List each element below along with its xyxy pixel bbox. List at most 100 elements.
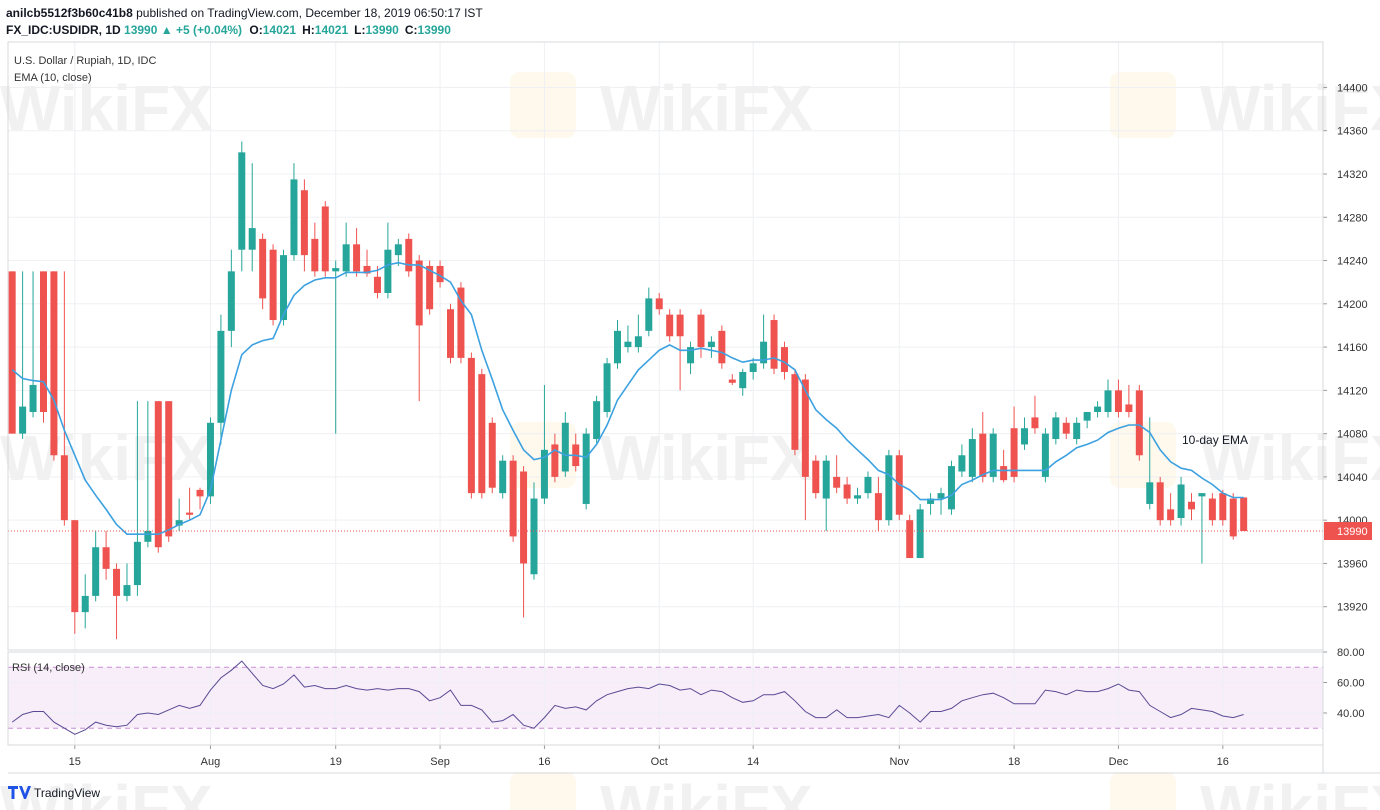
y-tick-label: 13960 xyxy=(1337,558,1368,570)
candle-body xyxy=(843,484,851,499)
change: +5 xyxy=(176,23,190,37)
rsi-tick-label: 40.00 xyxy=(1337,708,1365,720)
candle-body xyxy=(1198,493,1206,497)
candle-body xyxy=(384,249,392,293)
candle-body xyxy=(634,336,642,348)
candle-body xyxy=(342,244,350,272)
candle-body xyxy=(102,547,110,569)
candle-body xyxy=(697,314,705,348)
candle-body xyxy=(415,260,423,326)
candle-body xyxy=(676,314,684,337)
candle-body xyxy=(801,379,809,477)
candle-body xyxy=(478,374,486,494)
watermark: WikiFX xyxy=(0,772,213,810)
candle-body xyxy=(19,406,27,434)
candle-body xyxy=(1125,404,1133,412)
candle-body xyxy=(1135,390,1143,456)
rsi-tick-label: 60.00 xyxy=(1337,677,1365,689)
published: published on TradingView.com, December 1… xyxy=(136,6,483,20)
watermark-icon xyxy=(1110,422,1176,488)
candle-body xyxy=(280,255,288,321)
ohlc-label: H: xyxy=(302,23,315,37)
candle-body xyxy=(290,179,298,256)
ohlc-label: O: xyxy=(249,23,262,37)
candle-body xyxy=(885,455,893,521)
candle-body xyxy=(248,228,256,250)
candle-body xyxy=(238,152,246,250)
candle-body xyxy=(1104,390,1112,412)
x-tick-label: 16 xyxy=(538,756,550,768)
candle-body xyxy=(739,371,747,389)
candle-body xyxy=(217,330,225,423)
candle-body xyxy=(1083,411,1091,421)
ema-annotation: 10-day EMA xyxy=(1182,433,1248,447)
candle-body xyxy=(1094,406,1102,412)
candle-body xyxy=(551,444,559,477)
candle-body xyxy=(707,341,715,348)
brand-name: TradingView xyxy=(34,786,100,800)
ema-legend: EMA (10, close) xyxy=(14,72,92,84)
candle-body xyxy=(39,271,47,412)
y-tick-label: 14360 xyxy=(1337,126,1368,138)
candle-body xyxy=(405,238,413,272)
candle-body xyxy=(958,455,966,472)
candle-body xyxy=(60,455,68,521)
candle-body xyxy=(1021,428,1029,445)
watermark: WikiFX xyxy=(600,772,813,810)
candle-body xyxy=(937,493,945,499)
candle-body xyxy=(1146,482,1154,504)
y-tick-label: 14200 xyxy=(1337,299,1368,311)
candle-body xyxy=(749,363,757,372)
watermark: WikiFX xyxy=(1200,772,1380,810)
candle-body xyxy=(133,541,141,586)
candle-body xyxy=(488,422,496,488)
candle-body xyxy=(50,271,58,456)
candle-body xyxy=(1073,422,1081,440)
y-tick-label: 14160 xyxy=(1337,342,1368,354)
candle-body xyxy=(353,244,361,272)
candle-body xyxy=(165,401,173,537)
candle-body xyxy=(373,276,381,293)
candle-body xyxy=(854,495,862,499)
candle-body xyxy=(770,320,778,369)
candle-body xyxy=(92,547,100,596)
candle-body xyxy=(947,466,955,510)
under-layer: WikiFX WikiFX WikiFX WikiFX WikiFX WikiFX Wiki… xyxy=(0,42,1380,810)
candle-body xyxy=(603,363,611,412)
x-tick-label: 14 xyxy=(747,756,759,768)
candle-body xyxy=(321,206,329,272)
rsi-band-fill xyxy=(8,667,1323,729)
price-pane-title: U.S. Dollar / Rupiah, 1D, IDC xyxy=(14,55,156,67)
watermark: WikiFX xyxy=(600,422,813,494)
candle-body xyxy=(300,190,308,256)
candle-body xyxy=(540,449,548,499)
last-price-label: 13990 xyxy=(1337,526,1368,538)
candle-body xyxy=(645,298,653,331)
candle-body xyxy=(780,347,788,372)
candle-body xyxy=(175,520,183,526)
candle-body xyxy=(509,460,517,537)
x-tick-label: Nov xyxy=(889,756,909,768)
x-tick-label: Aug xyxy=(201,756,221,768)
candle-body xyxy=(426,265,434,310)
rsi-legend: RSI (14, close) xyxy=(12,662,85,674)
candle-body xyxy=(113,568,121,596)
header-line-1: anilcb5512f3b60c41b8 published on Tradin… xyxy=(6,6,483,20)
candle-body xyxy=(582,433,590,504)
candle-body xyxy=(1167,509,1175,521)
candle-body xyxy=(791,374,799,450)
candle-body xyxy=(530,498,538,575)
candle-body xyxy=(906,520,914,559)
rsi-tick-label: 80.00 xyxy=(1337,647,1365,659)
candle-body xyxy=(1062,422,1070,434)
watermark: WikiFX xyxy=(1200,72,1380,144)
y-tick-label: 13920 xyxy=(1337,602,1368,614)
ohlc-value: 14021 xyxy=(263,23,297,37)
y-tick-label: 14040 xyxy=(1337,472,1368,484)
watermark-icon xyxy=(1110,72,1176,138)
candle-body xyxy=(1031,417,1039,429)
up-arrow: ▲ xyxy=(161,23,173,37)
x-tick-label: 16 xyxy=(1217,756,1229,768)
candle-body xyxy=(989,433,997,477)
